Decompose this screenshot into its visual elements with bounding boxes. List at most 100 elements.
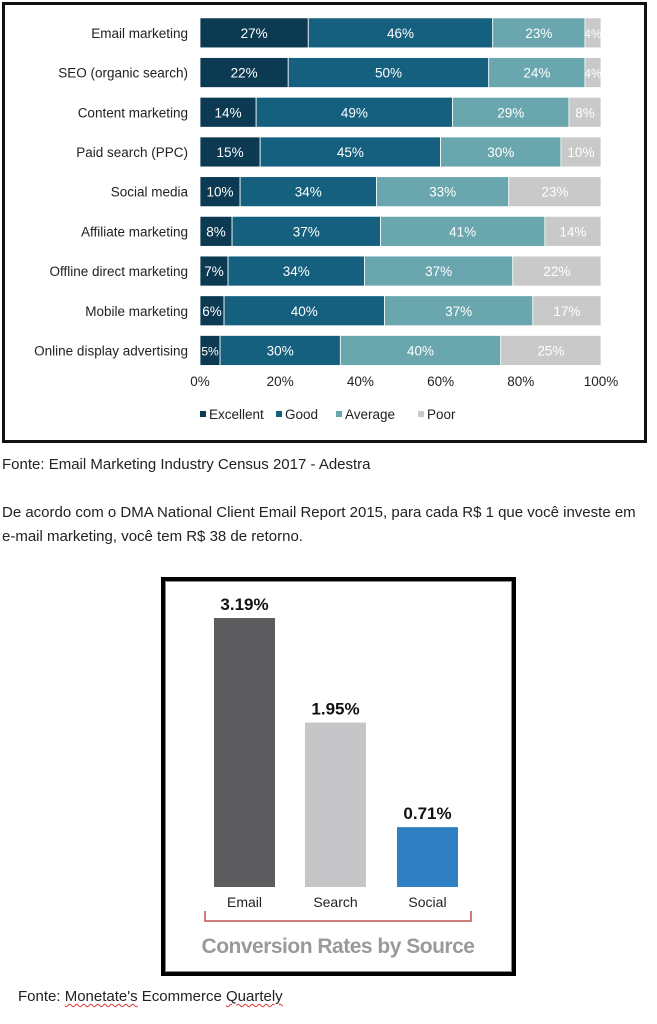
bar-segment-good <box>287 57 490 88</box>
category-label: Search <box>313 894 357 910</box>
value-label: 0.71% <box>403 804 451 823</box>
category-label: Email <box>227 894 262 910</box>
category-label: SEO (organic search) <box>58 66 188 81</box>
legend-label: Good <box>285 407 318 422</box>
bar-segment-poor <box>544 215 602 247</box>
bar-segment-good <box>223 295 385 327</box>
data-label: 5% <box>201 344 219 358</box>
data-label: 46% <box>387 26 414 41</box>
data-label: 14% <box>215 105 242 120</box>
bar-segment-excellent <box>199 96 257 128</box>
data-label: 10% <box>567 145 594 160</box>
bar <box>214 618 275 887</box>
category-label: Affiliate marketing <box>81 224 188 239</box>
category-label: Mobile marketing <box>85 304 188 319</box>
bar-segment-poor <box>532 295 602 327</box>
bar-segment-excellent <box>199 17 309 49</box>
data-label: 37% <box>293 224 320 239</box>
data-label: 4% <box>584 27 602 41</box>
conversion-bar-chart: 3.19% Email 1.95% Search 0.71% Social Conversi… <box>202 595 475 958</box>
legend-swatch-good <box>276 411 282 417</box>
category-label: Social <box>408 894 446 910</box>
data-label: 8% <box>575 105 595 120</box>
data-label: 23% <box>525 26 552 41</box>
bar-segment-excellent <box>199 255 229 287</box>
chart1-source-caption: Fonte: Email Marketing Industry Census 2… <box>2 456 371 473</box>
category-label: Paid search (PPC) <box>76 145 188 160</box>
data-label: 17% <box>553 304 580 319</box>
roi-paragraph: De acordo com o DMA National Client Emai… <box>2 504 636 545</box>
category-bracket <box>204 911 472 922</box>
data-label: 8% <box>206 224 226 239</box>
category-label: Social media <box>111 185 189 200</box>
data-label: 37% <box>425 264 452 279</box>
data-label: 30% <box>267 343 294 358</box>
bar <box>397 827 458 887</box>
bar-segment-average <box>440 136 562 168</box>
data-label: 45% <box>337 145 364 160</box>
bar-segment-average <box>492 17 586 49</box>
data-label: 25% <box>537 343 564 358</box>
data-label: 33% <box>429 185 456 200</box>
bar-segment-excellent <box>199 295 225 327</box>
data-label: 24% <box>523 66 550 81</box>
bar-segment-excellent <box>199 136 261 168</box>
chart2-source-mid: Ecommerce <box>137 988 226 1005</box>
x-tick-label: 80% <box>507 374 534 389</box>
data-label: 10% <box>207 185 234 200</box>
data-label: 22% <box>231 66 258 81</box>
data-label: 15% <box>217 145 244 160</box>
data-label: 40% <box>291 304 318 319</box>
data-label: 4% <box>584 67 602 81</box>
bar-segment-average <box>339 335 502 366</box>
legend-swatch-poor <box>418 411 424 417</box>
x-tick-label: 0% <box>190 374 210 389</box>
bar-segment-excellent <box>199 57 289 88</box>
chart2-source-word2: Quartely <box>225 988 283 1005</box>
data-label: 6% <box>202 304 222 319</box>
category-label: Email marketing <box>91 26 188 41</box>
bar-segment-good <box>259 136 441 168</box>
data-label: 22% <box>543 264 570 279</box>
chart2-source-prefix: Fonte: <box>18 988 65 1005</box>
bar <box>305 722 366 887</box>
bar-segment-poor <box>584 17 602 49</box>
bar-segment-average <box>488 57 586 88</box>
data-label: 7% <box>204 264 224 279</box>
data-label: 40% <box>407 343 434 358</box>
chart-title: Conversion Rates by Source <box>202 935 475 958</box>
bar-segment-poor <box>584 57 602 88</box>
legend-swatch-average <box>336 411 342 417</box>
bar-segment-poor <box>508 176 602 208</box>
data-label: 27% <box>241 26 268 41</box>
data-label: 29% <box>497 105 524 120</box>
bar-segment-average <box>380 215 546 247</box>
category-label: Offline direct marketing <box>49 264 188 279</box>
bar-segment-poor <box>512 255 602 287</box>
category-label: Online display advertising <box>34 343 188 358</box>
data-label: 50% <box>375 66 402 81</box>
bar-segment-average <box>384 295 534 327</box>
data-label: 34% <box>283 264 310 279</box>
bar-segment-good <box>219 335 341 366</box>
data-label: 37% <box>445 304 472 319</box>
x-tick-label: 20% <box>267 374 294 389</box>
data-label: 23% <box>541 185 568 200</box>
value-label: 3.19% <box>220 595 268 614</box>
legend-swatch-excellent <box>200 411 206 417</box>
chart2-frame: 3.19% Email 1.95% Search 0.71% Social Conversi… <box>161 577 516 976</box>
legend-label: Excellent <box>209 407 264 422</box>
chart2-source-word1: Monetate's <box>64 988 138 1005</box>
bar-segment-poor <box>568 96 602 128</box>
stacked-bar-chart: Email marketing 27% 46% 23% 4% SEO (organic s… <box>34 17 618 422</box>
bar-segment-good <box>307 17 494 49</box>
bar-segment-good <box>255 96 454 128</box>
bar-segment-average <box>452 96 570 128</box>
bar-segment-poor <box>560 136 602 168</box>
bar-segment-poor <box>500 335 602 366</box>
data-label: 34% <box>295 185 322 200</box>
data-label: 14% <box>559 224 586 239</box>
legend-label: Poor <box>427 407 456 422</box>
data-label: 49% <box>341 105 368 120</box>
data-label: 41% <box>449 224 476 239</box>
